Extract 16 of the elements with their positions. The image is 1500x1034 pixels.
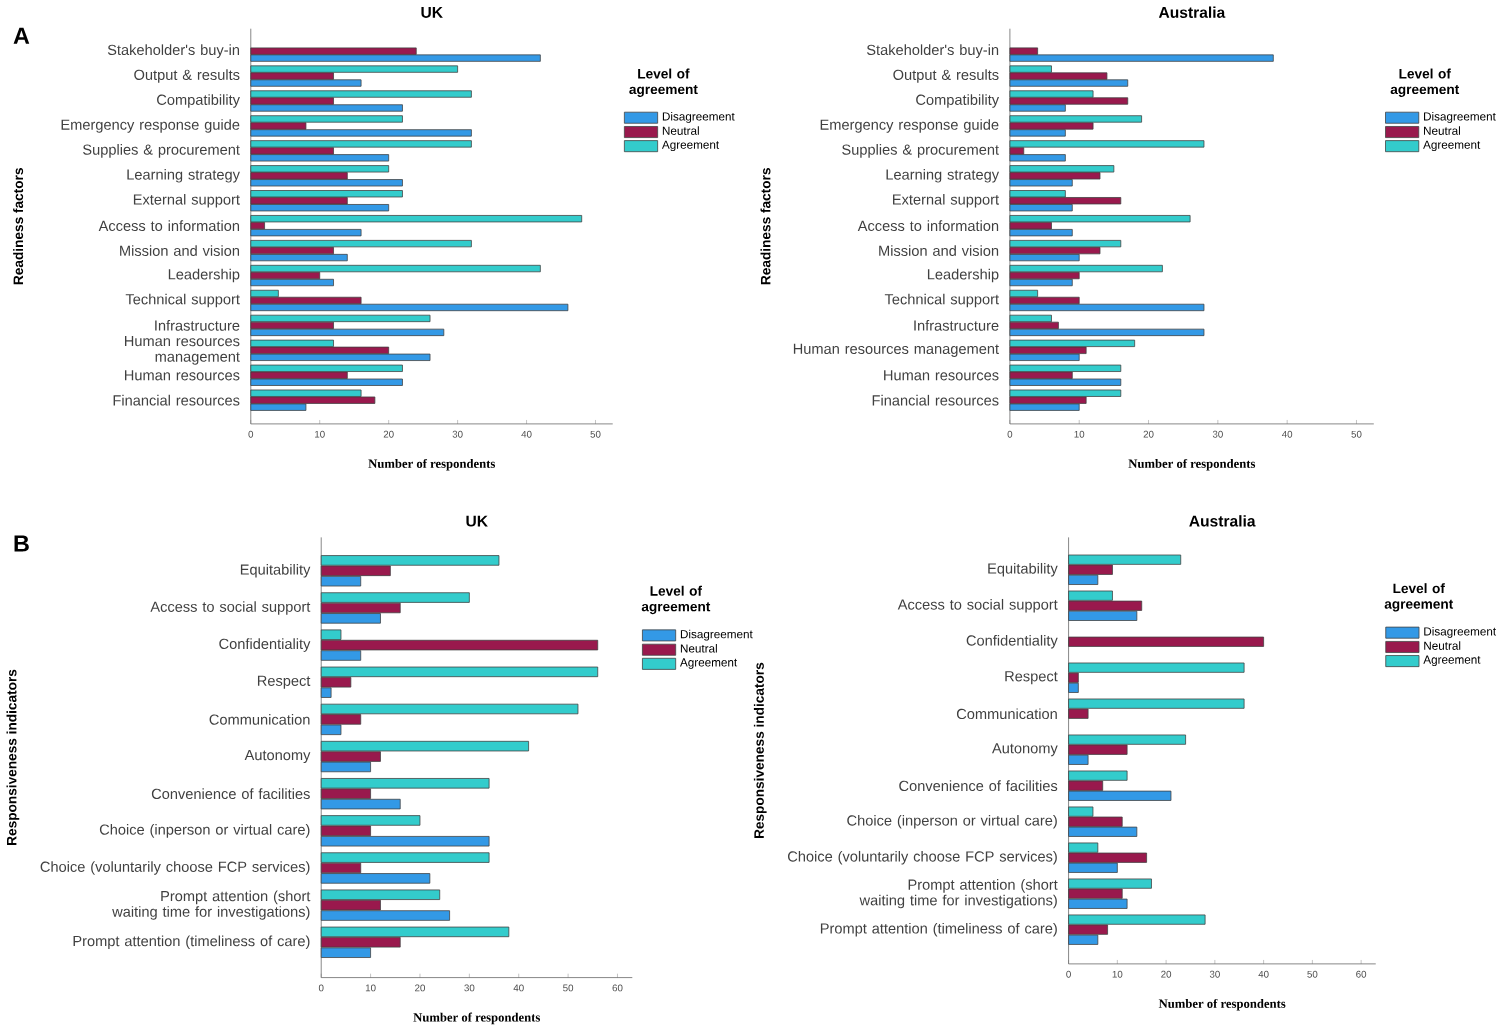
bar: [250, 253, 348, 262]
bar: [1009, 278, 1073, 286]
bar: [250, 278, 334, 286]
bar: [1009, 97, 1129, 105]
bar: [1009, 303, 1205, 311]
bar: [250, 396, 376, 404]
text: B: [14, 535, 29, 552]
bar: [1009, 314, 1052, 322]
bar: [1009, 196, 1122, 205]
bar: [1009, 264, 1163, 273]
bar: [1009, 403, 1080, 411]
text: A: [13, 27, 30, 44]
bar: [250, 314, 431, 322]
bar: [250, 264, 541, 273]
bar: [250, 303, 569, 311]
bar: [1068, 636, 1264, 647]
